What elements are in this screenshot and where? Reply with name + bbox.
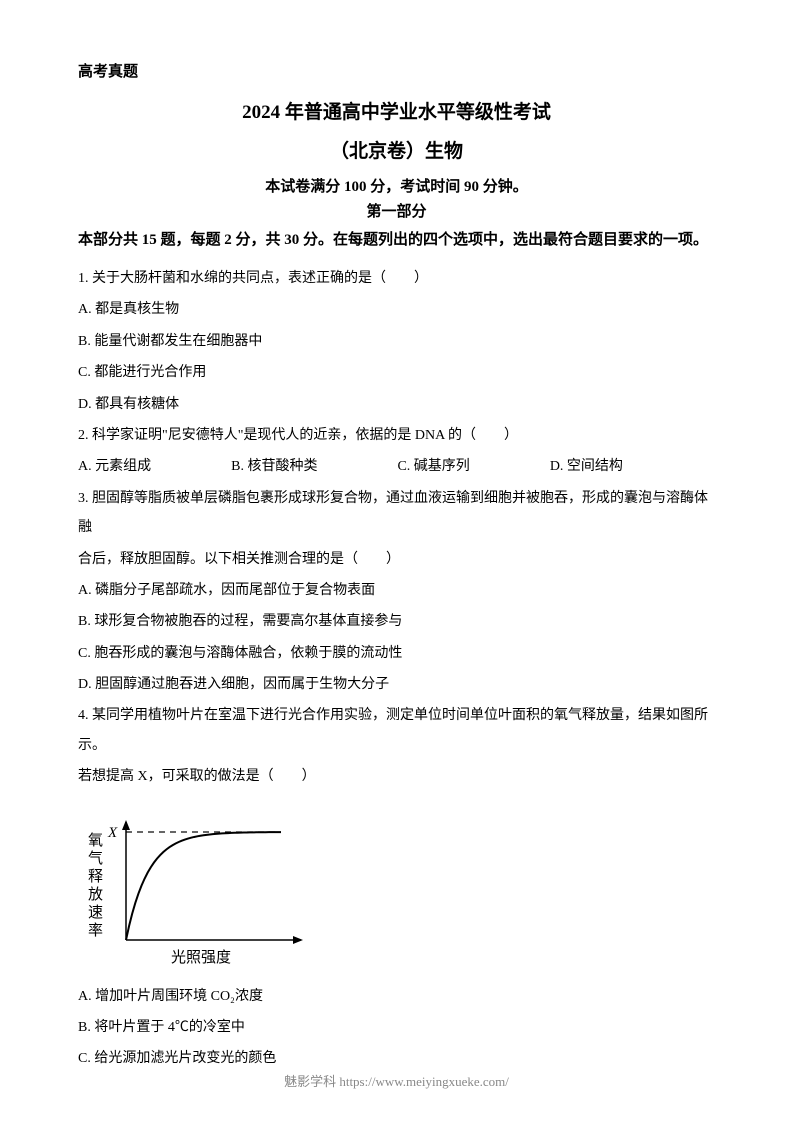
q4-text-line1: 4. 某同学用植物叶片在室温下进行光合作用实验，测定单位时间单位叶面积的氧气释放… bbox=[78, 701, 715, 760]
q4-text-line2: 若想提高 X，可采取的做法是（ ） bbox=[78, 762, 715, 791]
exam-info: 本试卷满分 100 分，考试时间 90 分钟。 bbox=[78, 175, 715, 196]
svg-text:放: 放 bbox=[88, 886, 103, 903]
q2-option-c: C. 碱基序列 bbox=[397, 452, 469, 481]
subtitle: （北京卷）生物 bbox=[78, 136, 715, 163]
q2-option-a: A. 元素组成 bbox=[78, 452, 151, 481]
svg-text:光照强度: 光照强度 bbox=[171, 949, 231, 966]
q1-option-a: A. 都是真核生物 bbox=[78, 295, 715, 324]
q2-options-row: A. 元素组成 B. 核苷酸种类 C. 碱基序列 D. 空间结构 bbox=[78, 452, 715, 481]
q1-option-b: B. 能量代谢都发生在细胞器中 bbox=[78, 327, 715, 356]
svg-text:气: 气 bbox=[88, 850, 103, 867]
instruction: 本部分共 15 题，每题 2 分，共 30 分。在每题列出的四个选项中，选出最符… bbox=[78, 227, 715, 254]
q3-option-c: C. 胞吞形成的囊泡与溶酶体融合，依赖于膜的流动性 bbox=[78, 639, 715, 668]
svg-text:速: 速 bbox=[88, 904, 103, 921]
main-title: 2024 年普通高中学业水平等级性考试 bbox=[78, 97, 715, 124]
q3-option-d: D. 胆固醇通过胞吞进入细胞，因而属于生物大分子 bbox=[78, 670, 715, 699]
svg-text:释: 释 bbox=[88, 868, 103, 885]
section-label: 第一部分 bbox=[78, 200, 715, 221]
q4-option-b: B. 将叶片置于 4℃的冷室中 bbox=[78, 1013, 715, 1042]
q1-option-c: C. 都能进行光合作用 bbox=[78, 358, 715, 387]
q3-option-b: B. 球形复合物被胞吞的过程，需要高尔基体直接参与 bbox=[78, 607, 715, 636]
q1-option-d: D. 都具有核糖体 bbox=[78, 390, 715, 419]
header-label: 高考真题 bbox=[78, 60, 715, 81]
q2-option-b: B. 核苷酸种类 bbox=[231, 452, 317, 481]
q2-text: 2. 科学家证明"尼安德特人"是现代人的近亲，依据的是 DNA 的（ ） bbox=[78, 421, 715, 450]
svg-text:率: 率 bbox=[88, 922, 103, 939]
q3-text-line2: 合后，释放胆固醇。以下相关推测合理的是（ ） bbox=[78, 545, 715, 574]
q3-text-line1: 3. 胆固醇等脂质被单层磷脂包裹形成球形复合物，通过血液运输到细胞并被胞吞，形成… bbox=[78, 484, 715, 543]
q1-text: 1. 关于大肠杆菌和水绵的共同点，表述正确的是（ ） bbox=[78, 264, 715, 293]
footer-text: 魅影学科 https://www.meiyingxueke.com/ bbox=[0, 1071, 793, 1090]
q2-option-d: D. 空间结构 bbox=[550, 452, 623, 481]
svg-text:X: X bbox=[107, 825, 118, 841]
chart-container: X氧气释放速率光照强度 bbox=[78, 800, 715, 970]
q4-option-a: A. 增加叶片周围环境 CO₂浓度 bbox=[78, 982, 715, 1011]
saturation-chart: X氧气释放速率光照强度 bbox=[78, 800, 318, 970]
q3-option-a: A. 磷脂分子尾部疏水，因而尾部位于复合物表面 bbox=[78, 576, 715, 605]
svg-text:氧: 氧 bbox=[88, 832, 103, 849]
q4-option-c: C. 给光源加滤光片改变光的颜色 bbox=[78, 1044, 715, 1073]
